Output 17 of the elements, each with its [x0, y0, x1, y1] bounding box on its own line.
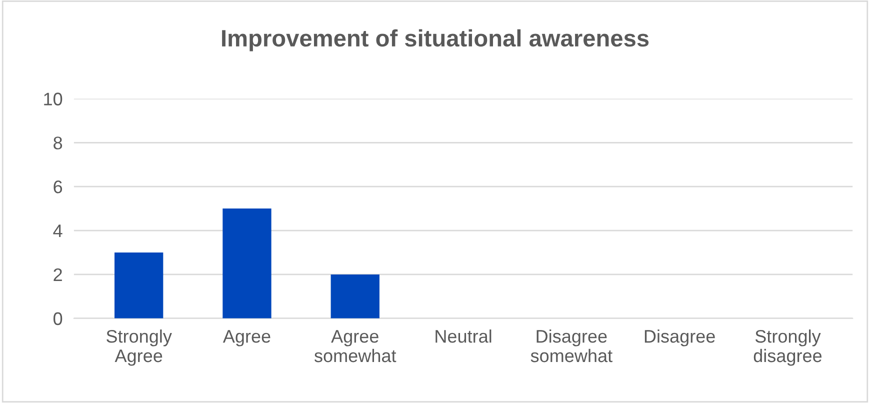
- x-tick-label: Strongly disagree: [754, 329, 822, 366]
- x-tick-label: Strongly Agree: [106, 329, 172, 366]
- bar: [222, 208, 272, 318]
- y-tick-label: 2: [54, 268, 62, 281]
- y-tick-label: 6: [54, 180, 62, 194]
- x-tick-label: Disagree somewhat: [530, 329, 612, 362]
- x-tick-label: Agree somewhat: [314, 330, 396, 362]
- y-tick-label: 0: [54, 312, 62, 326]
- bar: [114, 252, 164, 318]
- x-tick-label: Neutral: [436, 329, 492, 343]
- chart-title: Improvement of situational awareness: [222, 29, 649, 52]
- x-tick-label: Disagree: [644, 329, 715, 346]
- x-tick-label: Agree: [222, 330, 270, 346]
- y-tick-label: 4: [53, 224, 62, 238]
- y-tick-label: 8: [54, 136, 62, 150]
- y-tick-label: 10: [44, 92, 62, 106]
- bar: [330, 274, 380, 318]
